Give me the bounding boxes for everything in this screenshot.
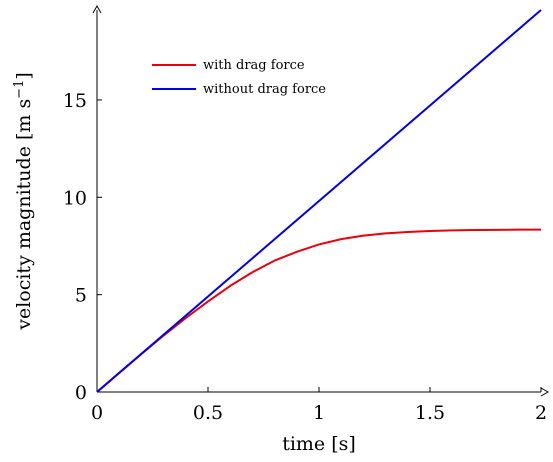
x-tick-label: 1 <box>313 402 325 424</box>
y-axis-title-superscript: −1 <box>12 80 27 99</box>
y-axis-title: velocity magnitude [m s−1] <box>12 72 35 331</box>
y-axis-title-close: ] <box>13 72 35 79</box>
legend-label-with-drag: with drag force <box>203 58 305 73</box>
x-tick-label: 0.5 <box>193 402 223 424</box>
series-line-with-drag <box>96 228 541 393</box>
y-tick-label: 5 <box>75 285 87 307</box>
legend: with drag force without drag force <box>152 58 326 97</box>
y-tick-label: 15 <box>63 90 87 112</box>
y-ticks: 0 5 10 15 <box>63 90 102 404</box>
x-tick-label: 1.5 <box>415 402 445 424</box>
series-lines <box>96 9 542 393</box>
x-axis-title: time [s] <box>282 433 356 455</box>
x-ticks: 0 0.5 1 1.5 2 <box>91 387 547 424</box>
x-tick-label: 2 <box>535 402 547 424</box>
y-tick-label: 10 <box>63 187 87 209</box>
y-axis-arrow <box>92 4 102 14</box>
y-tick-label: 0 <box>75 382 87 404</box>
x-tick-label: 0 <box>91 402 103 424</box>
series-line-without-drag <box>96 9 542 393</box>
y-axis-title-main: velocity magnitude [m s <box>13 99 35 331</box>
x-axis-arrow <box>540 387 550 397</box>
legend-label-without-drag: without drag force <box>203 82 326 97</box>
